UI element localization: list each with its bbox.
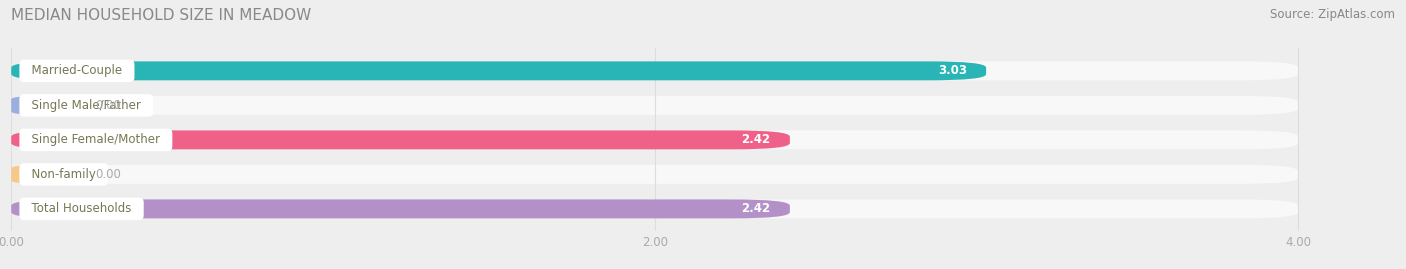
FancyBboxPatch shape	[11, 130, 790, 149]
FancyBboxPatch shape	[11, 199, 790, 218]
FancyBboxPatch shape	[11, 96, 1298, 115]
Text: 2.42: 2.42	[741, 133, 770, 146]
FancyBboxPatch shape	[11, 199, 1298, 218]
Text: Non-family: Non-family	[24, 168, 104, 181]
Text: Single Male/Father: Single Male/Father	[24, 99, 149, 112]
FancyBboxPatch shape	[11, 130, 1298, 149]
Text: Source: ZipAtlas.com: Source: ZipAtlas.com	[1270, 8, 1395, 21]
Text: 2.42: 2.42	[741, 202, 770, 215]
Text: 3.03: 3.03	[938, 64, 967, 77]
FancyBboxPatch shape	[11, 165, 76, 184]
FancyBboxPatch shape	[11, 61, 986, 80]
FancyBboxPatch shape	[11, 61, 1298, 80]
Text: 0.00: 0.00	[94, 168, 121, 181]
Text: Total Households: Total Households	[24, 202, 139, 215]
Text: 0.00: 0.00	[94, 99, 121, 112]
FancyBboxPatch shape	[11, 165, 1298, 184]
Text: Single Female/Mother: Single Female/Mother	[24, 133, 167, 146]
Text: Married-Couple: Married-Couple	[24, 64, 129, 77]
FancyBboxPatch shape	[11, 96, 76, 115]
Text: MEDIAN HOUSEHOLD SIZE IN MEADOW: MEDIAN HOUSEHOLD SIZE IN MEADOW	[11, 8, 312, 23]
